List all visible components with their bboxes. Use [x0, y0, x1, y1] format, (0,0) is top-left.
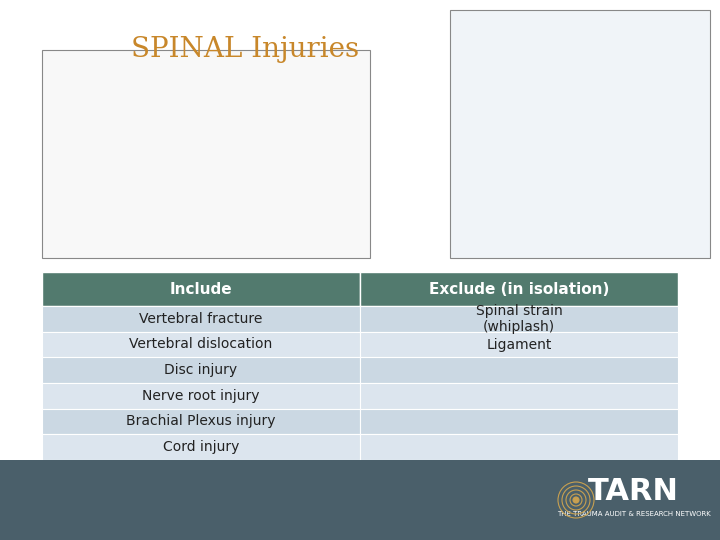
Bar [42, 50, 370, 258]
Circle shape [573, 497, 579, 503]
Text: Vertebral fracture: Vertebral fracture [139, 312, 263, 326]
Text: Spinal strain
(whiplash): Spinal strain (whiplash) [476, 303, 562, 334]
Text: Exclude (in isolation): Exclude (in isolation) [429, 281, 609, 296]
Bar [42, 383, 360, 409]
Bar [360, 306, 678, 332]
Bar [360, 409, 678, 434]
Bar [360, 272, 678, 306]
Bar [42, 409, 360, 434]
Bar [360, 357, 678, 383]
Text: Ligament: Ligament [486, 338, 552, 352]
Bar [360, 434, 678, 460]
Text: SPINAL Injuries: SPINAL Injuries [131, 36, 359, 63]
Bar [42, 306, 360, 332]
Bar [42, 357, 360, 383]
Text: Nerve root injury: Nerve root injury [143, 389, 260, 403]
Bar [42, 434, 360, 460]
Text: Include: Include [170, 281, 233, 296]
Text: Cord injury: Cord injury [163, 440, 239, 454]
Text: Disc injury: Disc injury [164, 363, 238, 377]
Bar [360, 383, 678, 409]
Text: THE TRAUMA AUDIT & RESEARCH NETWORK: THE TRAUMA AUDIT & RESEARCH NETWORK [557, 511, 711, 517]
Bar [360, 332, 678, 357]
Text: TARN: TARN [588, 477, 679, 507]
Bar [0, 460, 720, 540]
Bar [42, 332, 360, 357]
Text: Brachial Plexus injury: Brachial Plexus injury [126, 415, 276, 429]
Bar [450, 10, 710, 258]
Bar [42, 272, 360, 306]
Text: Vertebral dislocation: Vertebral dislocation [130, 338, 273, 352]
